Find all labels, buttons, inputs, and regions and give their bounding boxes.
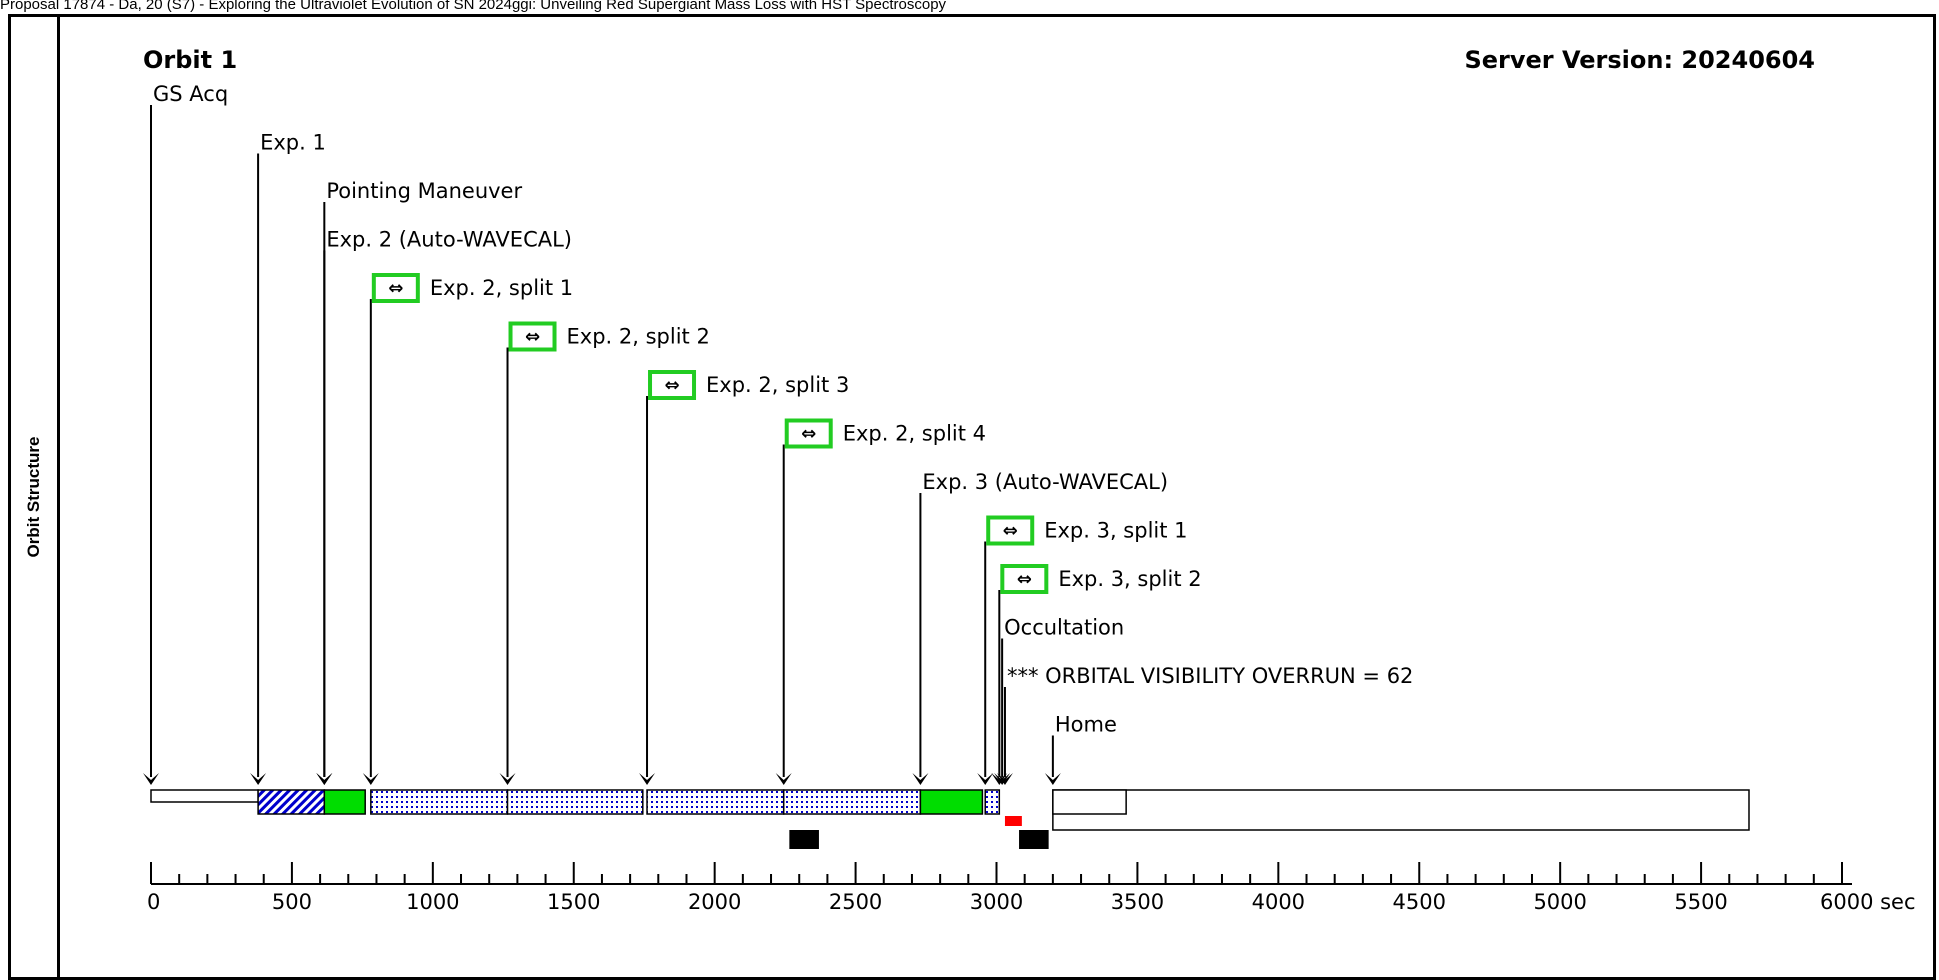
event-label: Exp. 2, split 1: [430, 276, 573, 300]
gs-acq-segment: [150, 789, 259, 803]
arrow-down-icon: [499, 773, 516, 785]
event-label: Home: [1055, 713, 1117, 737]
split-arrow-glyph: ⇔: [388, 278, 403, 299]
split-arrow-glyph: ⇔: [525, 327, 540, 348]
event-marker: ⇔ Exp. 3, split 1: [977, 515, 1188, 785]
tick-label: 5000: [1533, 890, 1586, 914]
arrow-down-icon: [639, 773, 656, 785]
event-marker: Exp. 2 (Auto-WAVECAL): [316, 228, 572, 785]
exp3-wavecal-segment: [919, 789, 984, 815]
event-label: Exp. 3 (Auto-WAVECAL): [922, 470, 1168, 494]
arrow-down-icon: [996, 773, 1013, 785]
event-label: Exp. 2, split 3: [706, 373, 849, 397]
black-block: [789, 830, 819, 849]
split-icon: [508, 321, 557, 352]
event-marker: Exp. 3 (Auto-WAVECAL): [912, 470, 1168, 785]
tick-label: 3000: [970, 890, 1023, 914]
split-arrow-glyph: ⇔: [1003, 521, 1018, 542]
split-icon: [371, 273, 420, 303]
black-block: [1019, 830, 1049, 849]
event-marker: Pointing Maneuver: [316, 179, 522, 785]
event-marker: ⇔ Exp. 3, split 2: [991, 564, 1202, 785]
event-marker: GS Acq: [143, 82, 228, 785]
side-panel: Orbit Structure: [11, 17, 60, 977]
arrow-down-icon: [143, 773, 159, 785]
exp3-split1-segment: [984, 789, 1001, 815]
event-label: *** ORBITAL VISIBILITY OVERRUN = 62: [1007, 664, 1413, 688]
tick-label: 4000: [1252, 890, 1305, 914]
tick-label: 1500: [547, 890, 600, 914]
split-icon: [784, 418, 833, 449]
exp2-split1-segment: [370, 789, 509, 815]
event-label: Pointing Maneuver: [326, 179, 522, 203]
event-label: Exp. 3, split 2: [1058, 567, 1201, 591]
exp2-wavecal-segment: [323, 789, 366, 815]
event-marker: ⇔ Exp. 2, split 4: [775, 418, 986, 785]
event-marker: ⇔ Exp. 2, split 3: [639, 370, 849, 785]
tick-label: 500: [272, 890, 312, 914]
arrow-down-icon: [977, 773, 994, 785]
tick-label: 5500: [1674, 890, 1727, 914]
event-marker: *** ORBITAL VISIBILITY OVERRUN = 62: [996, 664, 1413, 785]
arrow-down-icon: [362, 773, 379, 785]
exp2-split2-segment: [506, 789, 644, 815]
exp1-segment: [257, 789, 326, 815]
orbit-title: Orbit 1: [143, 46, 237, 74]
split-icon: [986, 515, 1035, 546]
split-arrow-glyph: ⇔: [1017, 569, 1032, 590]
tick-label: 1000: [406, 890, 459, 914]
arrow-down-icon: [775, 773, 792, 785]
split-arrow-glyph: ⇔: [801, 424, 816, 445]
home-segment: [1052, 789, 1127, 815]
tick-label: 3500: [1111, 890, 1164, 914]
arrow-down-icon: [316, 773, 333, 785]
event-label: Exp. 1: [260, 131, 326, 155]
tick-label: 2500: [829, 890, 882, 914]
split-arrow-glyph: ⇔: [664, 375, 679, 396]
event-label: Exp. 2, split 2: [567, 325, 710, 349]
event-marker: Occultation: [994, 616, 1124, 785]
visibility-window: [1052, 789, 1750, 831]
event-marker: Exp. 1: [250, 131, 326, 785]
overrun-marker: [1004, 816, 1022, 826]
proposal-header: Proposal 17874 - Da, 20 (S7) - Exploring…: [0, 0, 947, 13]
tick-label: 0: [147, 890, 160, 914]
arrow-down-icon: [250, 773, 267, 785]
event-marker: Home: [1044, 713, 1117, 785]
arrow-down-icon: [994, 773, 1011, 785]
event-label: Exp. 2, split 4: [843, 422, 986, 446]
arrow-down-icon: [912, 773, 929, 785]
event-marker: ⇔ Exp. 2, split 2: [499, 321, 710, 785]
event-marker: ⇔ Exp. 2, split 1: [362, 273, 573, 785]
split-icon: [648, 370, 697, 400]
arrow-down-icon: [1044, 773, 1061, 785]
tick-label: 6000 sec: [1820, 890, 1916, 914]
server-version: Server Version: 20240604: [1464, 46, 1815, 74]
split-icon: [1000, 564, 1049, 594]
event-label: Exp. 2 (Auto-WAVECAL): [326, 228, 572, 252]
event-label: Exp. 3, split 1: [1044, 519, 1187, 543]
event-label: Occultation: [1004, 616, 1124, 640]
arrow-down-icon: [991, 773, 1008, 785]
tick-label: 4500: [1393, 890, 1446, 914]
tick-label: 2000: [688, 890, 741, 914]
exp2-split4-segment: [782, 789, 922, 815]
exp2-split3-segment: [646, 789, 785, 815]
event-label: GS Acq: [153, 82, 228, 106]
